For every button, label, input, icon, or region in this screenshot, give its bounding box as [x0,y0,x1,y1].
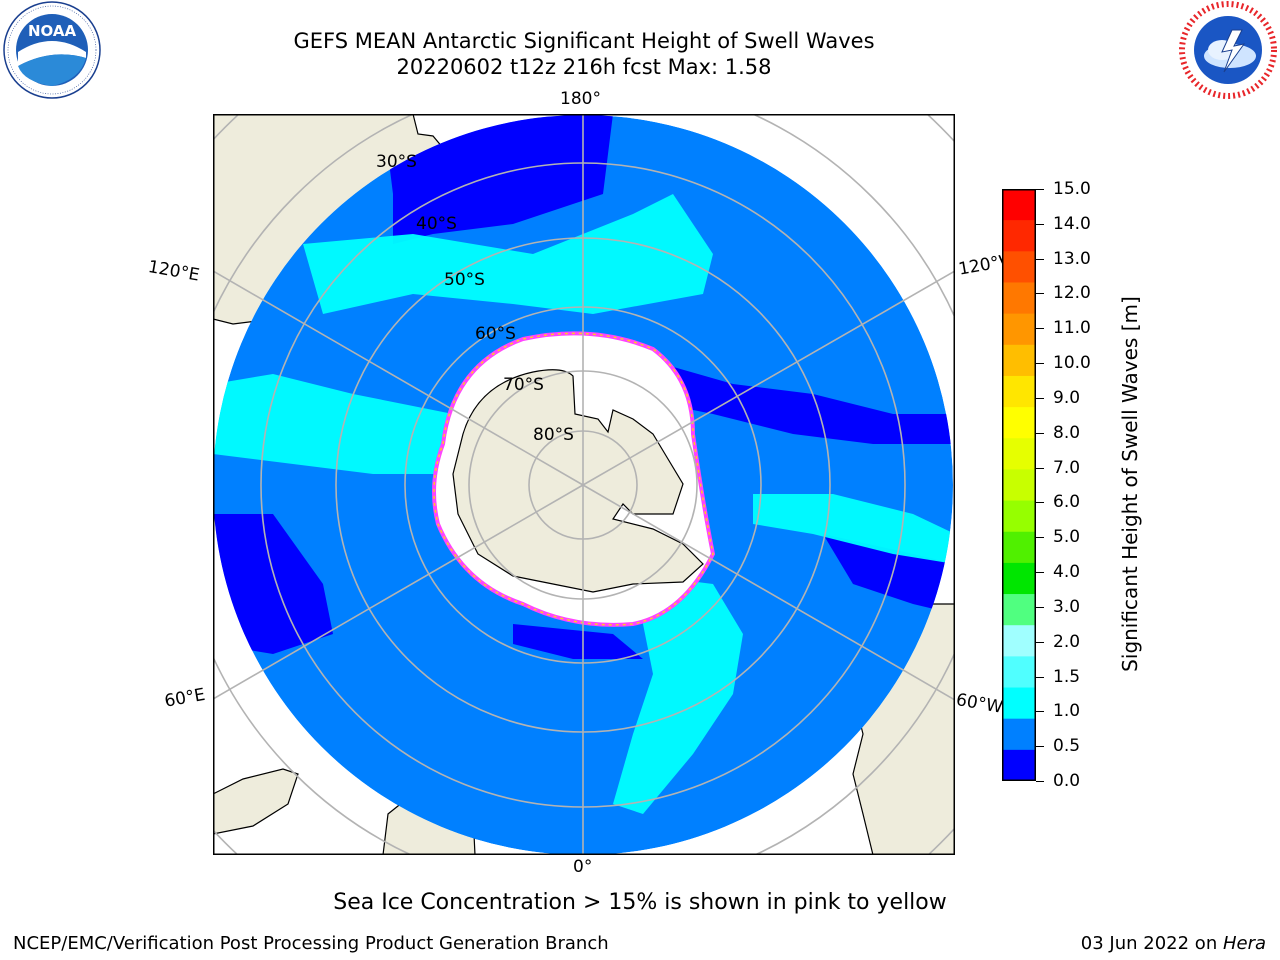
colorbar-tick-label: 6.0 [1053,492,1081,513]
colorbar-tick-mark [1036,363,1044,365]
colorbar-band [1002,749,1036,781]
colorbar-tick-label: 3.0 [1053,596,1081,617]
colorbar-band [1002,407,1036,439]
national-weather-service-logo-icon [1179,1,1277,99]
colorbar-tick-mark [1036,676,1044,678]
lon-label-60e: 60°E [163,684,207,712]
colorbar-band [1002,625,1036,657]
lat-label-70s: 70°S [503,375,544,395]
colorbar-band [1002,656,1036,689]
colorbar-tick-label: 12.0 [1053,283,1091,304]
colorbar-tick-mark [1036,467,1044,469]
lon-label-180: 180° [560,89,601,109]
colorbar-tick-mark [1036,746,1044,748]
colorbar-band [1002,594,1036,626]
lon-label-120e: 120°E [146,257,201,286]
footer-branch: NCEP/EMC/Verification Post Processing Pr… [13,933,609,954]
lat-label-40s: 40°S [416,214,457,234]
colorbar-band [1002,500,1036,533]
colorbar-tick-label: 11.0 [1053,318,1091,339]
lat-label-50s: 50°S [444,270,485,290]
footer-date-text: 03 Jun 2022 on [1080,933,1223,954]
colorbar-tick-label: 14.0 [1053,213,1091,234]
meridian-lines [213,114,955,855]
land-madagascar [213,768,299,835]
colorbar-tick-mark [1036,189,1044,190]
colorbar-tick-mark [1036,781,1044,782]
colorbar-tick-mark [1036,223,1044,225]
colorbar-band [1002,438,1036,471]
sea-ice-caption: Sea Ice Concentration > 15% is shown in … [333,890,947,915]
colorbar-band [1002,344,1036,377]
colorbar-tick-label: 1.5 [1053,666,1081,687]
lat-label-60s: 60°S [475,324,516,344]
noaa-logo-icon: NOAA [3,1,101,99]
colorbar-band [1002,375,1036,408]
colorbar-tick-mark [1036,432,1044,434]
colorbar-tick-label: 15.0 [1053,179,1091,199]
chart-subtitle: 20220602 t12z 216h fcst Max: 1.58 [396,55,772,79]
colorbar-band [1002,313,1036,346]
colorbar-band [1002,469,1036,502]
noaa-logo-text: NOAA [28,22,77,40]
colorbar-tick-label: 13.0 [1053,248,1091,269]
colorbar-band [1002,562,1036,595]
colorbar-band [1002,251,1036,284]
colorbar-band [1002,189,1036,221]
map-frame [213,114,955,855]
colorbar-tick-label: 1.0 [1053,701,1081,722]
colorbar-tick-mark [1036,293,1044,295]
colorbar-tick-mark [1036,502,1044,504]
chart-title: GEFS MEAN Antarctic Significant Height o… [293,29,875,53]
colorbar-band [1002,531,1036,564]
footer-machine: Hera [1222,933,1266,954]
colorbar [1002,189,1036,781]
colorbar-tick-label: 5.0 [1053,527,1081,548]
colorbar-tick-label: 9.0 [1053,387,1081,408]
colorbar-tick-mark [1036,641,1044,643]
lon-label-60w: 60°W [954,690,1005,718]
colorbar-band [1002,718,1036,751]
colorbar-band [1002,687,1036,720]
land-antarctica [452,369,704,593]
colorbar-tick-label: 7.0 [1053,457,1081,478]
lat-label-80s: 80°S [533,425,574,445]
polar-map-svg [213,114,955,855]
colorbar-tick-label: 2.0 [1053,631,1081,652]
colorbar-title: Significant Height of Swell Waves [m] [1118,296,1142,672]
colorbar-band [1002,282,1036,315]
polar-map [213,114,955,855]
colorbar-tick-label: 0.0 [1053,771,1081,791]
colorbar-tick-label: 4.0 [1053,562,1081,583]
colorbar-tick-mark [1036,537,1044,539]
colorbar-tick-mark [1036,258,1044,260]
colorbar-tick-mark [1036,397,1044,399]
colorbar-tick-label: 0.5 [1053,736,1081,757]
colorbar-tick-label: 10.0 [1053,353,1091,374]
colorbar-tick-mark [1036,711,1044,713]
colorbar-tick-mark [1036,606,1044,608]
colorbar-tick-label: 8.0 [1053,422,1081,443]
lon-label-0: 0° [573,857,593,877]
colorbar-tick-mark [1036,572,1044,574]
lat-label-30s: 30°S [376,152,417,172]
colorbar-tick-mark [1036,328,1044,330]
colorbar-band [1002,220,1036,252]
footer-date: 03 Jun 2022 on Hera [1081,933,1266,954]
